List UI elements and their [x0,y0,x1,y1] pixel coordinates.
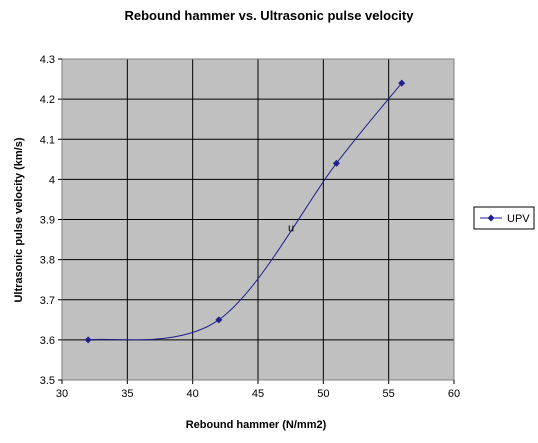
x-tick-label: 45 [252,388,264,400]
data-point [332,159,340,167]
x-tick-label: 50 [317,388,329,400]
chart-title: Rebound hammer vs. Ultrasonic pulse velo… [125,8,415,23]
y-tick-label: 3.7 [40,295,55,307]
data-point [398,79,406,87]
annotation-layer: u [288,223,294,235]
data-point [215,316,223,324]
series-line-upv [88,82,403,341]
x-axis-label: Rebound hammer (N/mm2) [186,419,327,431]
x-tick-label: 30 [56,388,68,400]
y-tick-label: 3.6 [40,335,55,347]
y-tick-label: 3.5 [40,375,55,387]
x-tick-label: 60 [448,388,460,400]
y-tick-label: 4.1 [40,134,55,146]
data-point [84,336,92,344]
annotation-label: u [288,223,294,235]
x-axis-ticks: 30 35 40 45 50 55 60 [56,380,460,400]
y-tick-label: 4 [49,174,55,186]
legend-marker [487,214,495,222]
legend: UPV [473,206,535,230]
y-tick-label: 3.9 [40,215,55,227]
x-tick-label: 40 [187,388,199,400]
y-tick-label: 4.3 [40,54,55,66]
legend-label: UPV [507,213,530,225]
y-tick-label: 4.2 [40,94,55,106]
y-tick-label: 3.8 [40,255,55,267]
legend-box [473,206,535,230]
x-tick-label: 55 [383,388,395,400]
x-tick-label: 35 [121,388,133,400]
y-axis-ticks: 3.5 3.6 3.7 3.8 3.9 4 4.1 4.2 4.3 [40,54,62,387]
series-layer [84,79,406,344]
y-axis-label: Ultrasonic pulse velocity (km/s) [13,137,25,302]
